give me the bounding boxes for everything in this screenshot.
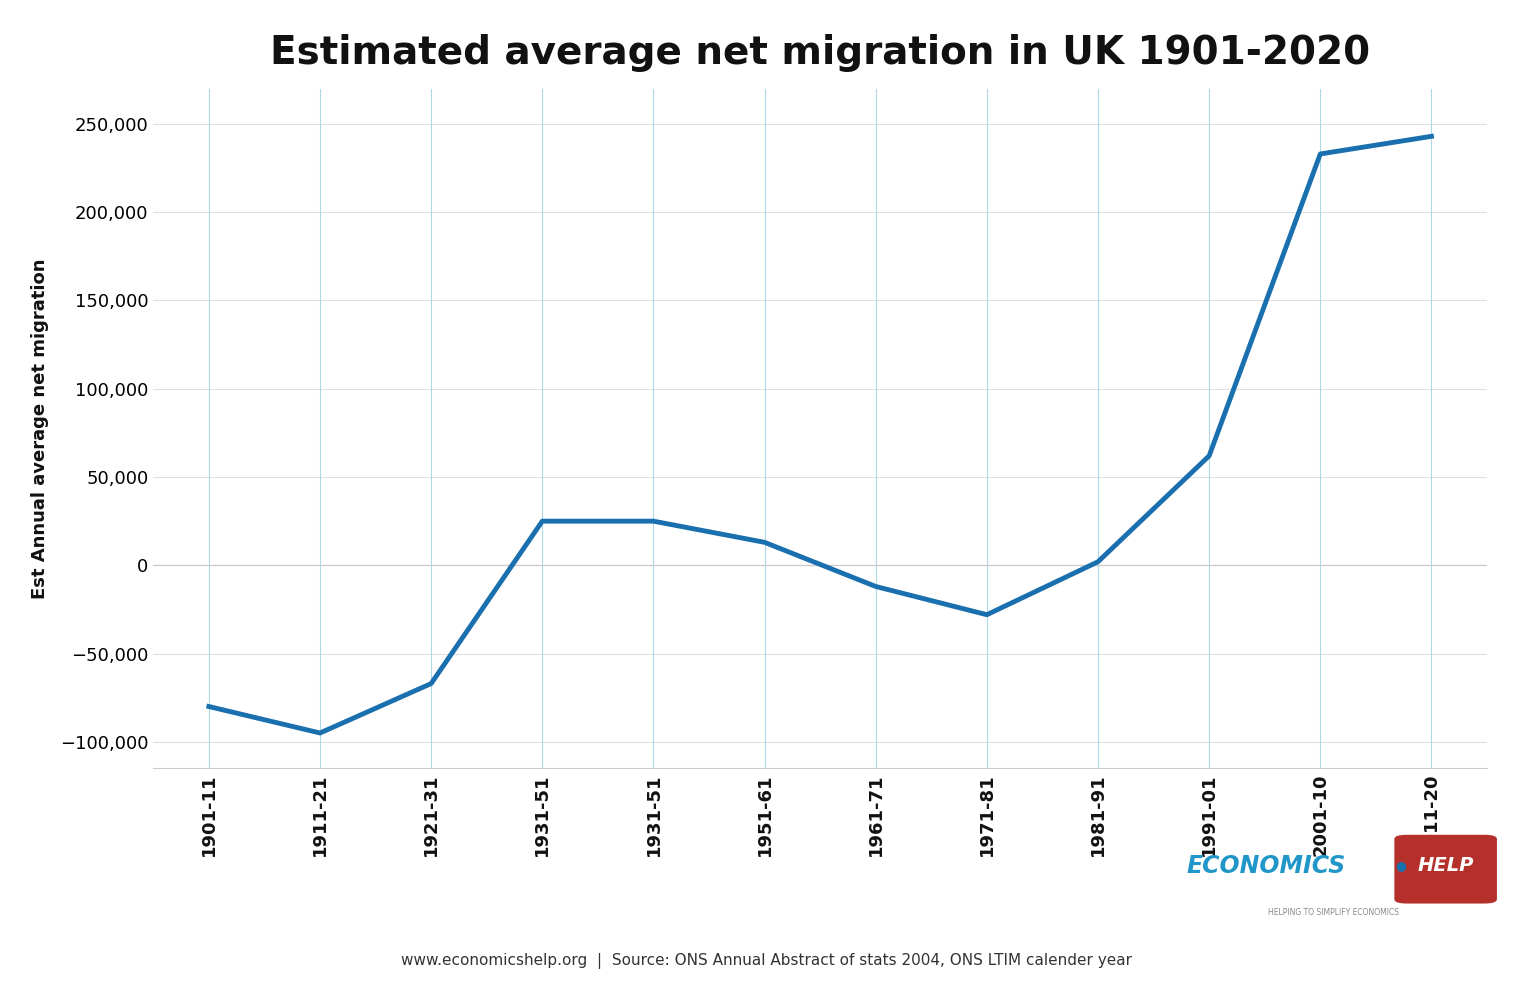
Y-axis label: Est Annual average net migration: Est Annual average net migration — [31, 258, 49, 599]
Text: HELP: HELP — [1418, 856, 1473, 875]
Text: ●: ● — [1395, 859, 1407, 872]
Text: ECONOMICS: ECONOMICS — [1187, 854, 1346, 878]
FancyBboxPatch shape — [1395, 835, 1496, 903]
Title: Estimated average net migration in UK 1901-2020: Estimated average net migration in UK 19… — [270, 33, 1371, 72]
Text: HELPING TO SIMPLIFY ECONOMICS: HELPING TO SIMPLIFY ECONOMICS — [1268, 908, 1400, 917]
Text: www.economicshelp.org  |  Source: ONS Annual Abstract of stats 2004, ONS LTIM ca: www.economicshelp.org | Source: ONS Annu… — [402, 953, 1131, 969]
